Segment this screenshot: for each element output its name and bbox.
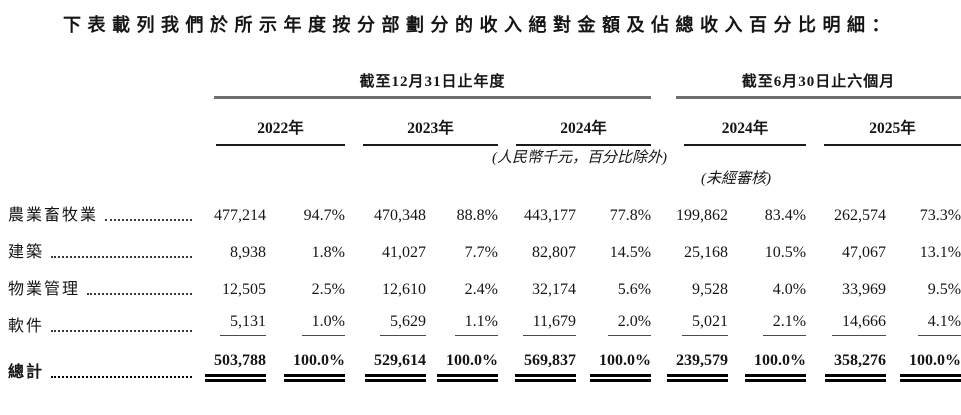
pct-cell: 10.5% xyxy=(764,244,807,261)
pct-cell: 4.0% xyxy=(772,281,807,298)
total-pct-cell: 100.0% xyxy=(900,352,961,382)
column-spacer xyxy=(651,299,666,336)
value-cell: 41,027 xyxy=(382,244,426,261)
total-pct-cell: 100.0% xyxy=(437,352,498,382)
total-label: 總計 xyxy=(8,364,45,381)
column-spacer xyxy=(651,225,666,262)
total-pct-cell: 100.0% xyxy=(745,352,807,382)
dot-leader xyxy=(87,293,192,295)
value-cell: 477,214 xyxy=(214,207,266,224)
value-cell: 33,969 xyxy=(842,281,887,298)
dot-leader xyxy=(51,256,192,258)
pct-cell: 7.7% xyxy=(464,244,498,261)
year-header-2025-interim: 2025年 xyxy=(824,99,961,146)
value-cell: 470,348 xyxy=(374,207,426,224)
pct-cell: 83.4% xyxy=(764,207,807,224)
group-header-interim: 截至6月30日止六個月 xyxy=(676,70,961,99)
pct-cell: 2.0% xyxy=(607,313,652,336)
value-cell: 5,629 xyxy=(380,313,426,336)
revenue-by-segment-table: 截至12月31日止年度 截至6月30日止六個月 2022年 2023年 2024… xyxy=(8,70,961,382)
total-value-cell: 358,276 xyxy=(825,352,887,382)
table-row-agriculture: 農業畜牧業 477,214 94.7% 470,348 88.8% 443,17… xyxy=(8,188,961,225)
audit-note-row: (未經審核) xyxy=(8,167,961,188)
total-value-cell: 529,614 xyxy=(365,352,426,382)
value-cell: 9,528 xyxy=(692,281,729,298)
pct-cell: 1.8% xyxy=(311,244,345,261)
pct-cell: 94.7% xyxy=(303,207,345,224)
pct-cell: 2.1% xyxy=(762,313,807,336)
value-cell: 32,174 xyxy=(532,281,576,298)
pct-cell: 14.5% xyxy=(609,244,652,261)
segment-label: 軟件 xyxy=(8,318,45,335)
year-header-2024: 2024年 xyxy=(516,99,652,146)
pct-cell: 77.8% xyxy=(609,207,652,224)
pct-cell: 73.3% xyxy=(919,207,961,224)
group-header-annual: 截至12月31日止年度 xyxy=(214,70,652,99)
empty-cell xyxy=(8,99,198,146)
pct-cell: 2.5% xyxy=(311,281,345,298)
empty-cell xyxy=(8,167,666,188)
column-spacer xyxy=(651,99,666,146)
year-header-row: 2022年 2023年 2024年 2024年 2025年 xyxy=(8,99,961,146)
value-cell: 12,610 xyxy=(382,281,426,298)
dot-leader xyxy=(51,376,192,378)
value-cell: 262,574 xyxy=(834,207,887,224)
column-spacer xyxy=(651,336,666,382)
total-pct-cell: 100.0% xyxy=(284,352,345,382)
pct-cell: 2.4% xyxy=(464,281,498,298)
column-spacer xyxy=(651,188,666,225)
value-cell: 8,938 xyxy=(230,244,266,261)
page-title: 下表載列我們於所示年度按分部劃分的收入絕對金額及佔總收入百分比明細： xyxy=(63,15,896,35)
empty-cell xyxy=(806,167,961,188)
year-header-2022: 2022年 xyxy=(216,99,345,146)
segment-label: 農業畜牧業 xyxy=(8,207,99,224)
table-row-total: 總計 503,788 100.0% 529,614 100.0% 569,837… xyxy=(8,336,961,382)
dot-leader xyxy=(105,219,192,221)
pct-cell: 4.1% xyxy=(917,313,961,336)
empty-cell xyxy=(8,70,198,99)
table-row-property-management: 物業管理 12,505 2.5% 12,610 2.4% 32,174 5.6%… xyxy=(8,262,961,299)
column-spacer xyxy=(651,262,666,299)
pct-cell: 88.8% xyxy=(456,207,498,224)
total-value-cell: 503,788 xyxy=(205,352,266,382)
value-cell: 82,807 xyxy=(532,244,576,261)
value-cell: 12,505 xyxy=(222,281,266,298)
pct-cell: 1.1% xyxy=(454,313,498,336)
table-row-construction: 建築 8,938 1.8% 41,027 7.7% 82,807 14.5% 2… xyxy=(8,225,961,262)
table-row-software: 軟件 5,131 1.0% 5,629 1.1% 11,679 2.0% 5,0… xyxy=(8,299,961,336)
total-value-cell: 239,579 xyxy=(667,352,729,382)
pct-cell: 5.6% xyxy=(617,281,652,298)
pct-cell: 9.5% xyxy=(927,281,961,298)
value-cell: 443,177 xyxy=(524,207,576,224)
segment-label: 物業管理 xyxy=(8,281,81,298)
pct-cell: 1.0% xyxy=(301,313,345,336)
value-cell: 14,666 xyxy=(832,313,887,336)
value-cell: 11,679 xyxy=(522,313,576,336)
unit-note-row: (人民幣千元，百分比除外) xyxy=(8,146,961,167)
empty-cell xyxy=(8,146,198,167)
audit-note: (未經審核) xyxy=(701,171,772,187)
total-value-cell: 569,837 xyxy=(515,352,576,382)
value-cell: 25,168 xyxy=(684,244,729,261)
dot-leader xyxy=(51,330,192,332)
group-header-row: 截至12月31日止年度 截至6月30日止六個月 xyxy=(8,70,961,99)
pct-cell: 13.1% xyxy=(919,244,961,261)
year-header-2024-interim: 2024年 xyxy=(684,99,807,146)
value-cell: 199,862 xyxy=(676,207,729,224)
value-cell: 47,067 xyxy=(842,244,887,261)
value-cell: 5,131 xyxy=(220,313,266,336)
column-spacer xyxy=(651,70,666,99)
year-header-2023: 2023年 xyxy=(363,99,498,146)
total-pct-cell: 100.0% xyxy=(590,352,652,382)
unit-note: (人民幣千元，百分比除外) xyxy=(492,150,668,166)
value-cell: 5,021 xyxy=(682,313,729,336)
segment-label: 建築 xyxy=(8,244,45,261)
